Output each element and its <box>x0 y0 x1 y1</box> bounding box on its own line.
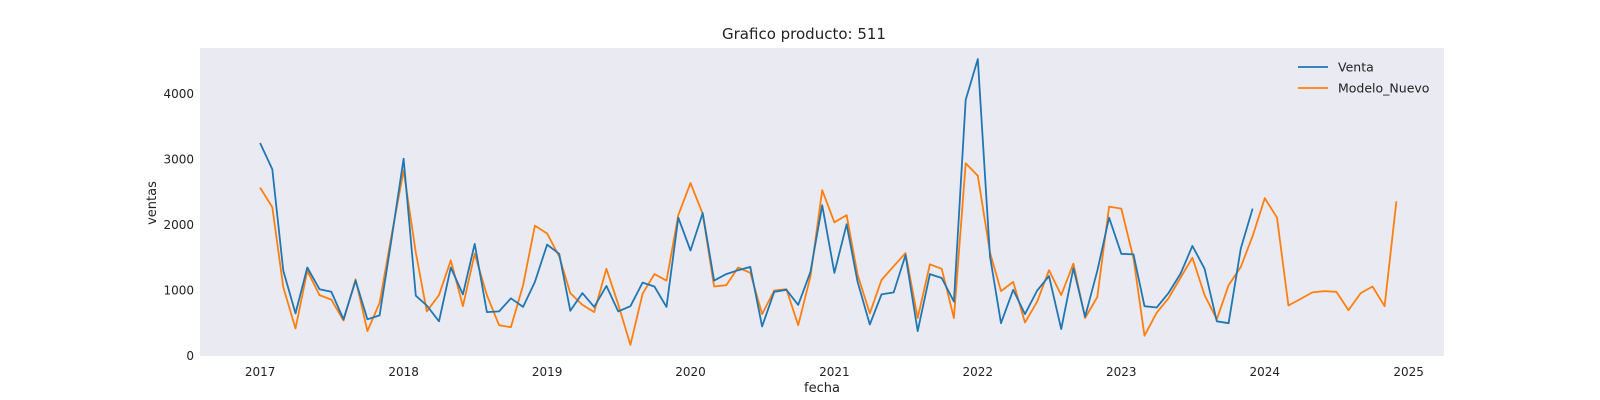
y-tick-label: 3000 <box>163 152 194 166</box>
x-tick-label: 2017 <box>245 365 276 379</box>
x-tick-label: 2023 <box>1106 365 1137 379</box>
x-tick-label: 2024 <box>1250 365 1281 379</box>
x-tick-label: 2025 <box>1393 365 1424 379</box>
axis-ticks: 2017 2018 2019 2020 2021 2022 2023 2024 2025 0 100… <box>163 87 1423 379</box>
x-tick-label: 2018 <box>388 365 419 379</box>
y-tick-label: 4000 <box>163 87 194 101</box>
series-line <box>259 162 1398 346</box>
legend-label: Venta <box>1338 60 1374 75</box>
x-tick-label: 2019 <box>532 365 563 379</box>
legend: Venta Modelo_Nuevo <box>1298 60 1429 96</box>
legend-label: Modelo_Nuevo <box>1338 81 1429 96</box>
x-axis-label: fecha <box>804 381 840 396</box>
y-tick-label: 1000 <box>163 284 194 298</box>
chart-title: Grafico producto: 511 <box>722 25 886 43</box>
y-tick-label: 2000 <box>163 218 194 232</box>
series-lines <box>259 58 1398 346</box>
y-axis-label: ventas <box>145 181 160 225</box>
x-tick-label: 2020 <box>675 365 706 379</box>
y-tick-label: 0 <box>186 349 194 363</box>
x-tick-label: 2021 <box>819 365 850 379</box>
plot-area <box>200 48 1444 356</box>
x-tick-label: 2022 <box>963 365 994 379</box>
series-line <box>259 58 1254 333</box>
